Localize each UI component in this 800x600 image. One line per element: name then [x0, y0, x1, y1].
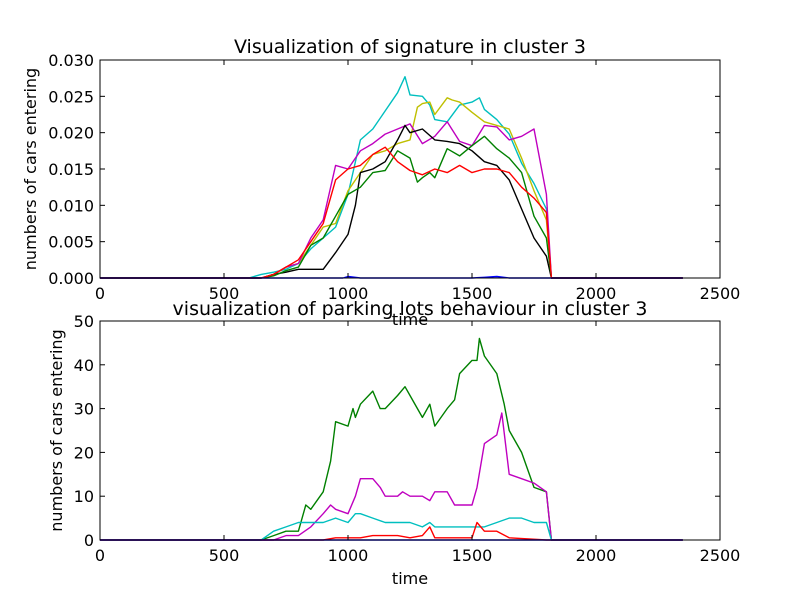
y-axis-label: numbers of cars entering — [21, 68, 40, 270]
x-tick-label: 2500 — [700, 546, 741, 565]
series-line-3 — [100, 124, 683, 279]
x-tick-label: 1000 — [328, 284, 369, 303]
y-tick-label: 20 — [74, 443, 94, 462]
series-line-5 — [100, 146, 683, 279]
y-tick-label: 40 — [74, 356, 94, 375]
x-tick-label: 500 — [209, 546, 240, 565]
series-line-2 — [100, 513, 683, 541]
x-axis-label: time — [392, 310, 428, 329]
x-tick-label: 1500 — [452, 284, 493, 303]
x-tick-label: 2000 — [576, 546, 617, 565]
plot-frame — [99, 320, 721, 541]
x-tick-label: 500 — [209, 284, 240, 303]
x-axis-label: time — [392, 569, 428, 588]
x-tick-label: 2500 — [700, 284, 741, 303]
chart-title: Visualization of signature in cluster 3 — [234, 36, 586, 58]
x-tick-label: 1500 — [452, 546, 493, 565]
y-tick-label: 0.005 — [48, 233, 94, 252]
x-tick-label: 2000 — [576, 284, 617, 303]
chart-title: visualization of parking lots behaviour … — [173, 298, 648, 320]
y-tick-label: 30 — [74, 400, 94, 419]
y-tick-label: 0.030 — [48, 51, 94, 70]
series-line-2 — [100, 121, 683, 279]
series-line-0 — [100, 337, 683, 541]
y-tick-label: 10 — [74, 487, 94, 506]
y-tick-label: 50 — [74, 312, 94, 331]
y-tick-label: 0 — [84, 531, 94, 550]
y-axis-label: numbers of cars entering — [47, 329, 66, 531]
series-line-1 — [100, 97, 683, 279]
y-tick-label: 0.020 — [48, 124, 94, 143]
series-line-4 — [100, 135, 683, 279]
y-tick-label: 0.000 — [48, 269, 94, 288]
signature-chart: 0 500 1000 1500 2000 2500 0.000 0.005 0.010 0.015… — [21, 36, 740, 329]
parking-lots-chart: 0 500 1000 1500 2000 2500 0 10 20 30 40 50 numbers o… — [47, 298, 740, 588]
series-line-1 — [100, 412, 683, 541]
y-tick-label: 0.010 — [48, 196, 94, 215]
x-tick-label: 1000 — [328, 546, 369, 565]
x-tick-label: 0 — [95, 284, 105, 303]
x-tick-label: 0 — [95, 546, 105, 565]
y-tick-label: 0.015 — [48, 160, 94, 179]
series-line-3 — [100, 521, 683, 541]
series-line-0 — [100, 75, 683, 279]
y-tick-label: 0.025 — [48, 87, 94, 106]
